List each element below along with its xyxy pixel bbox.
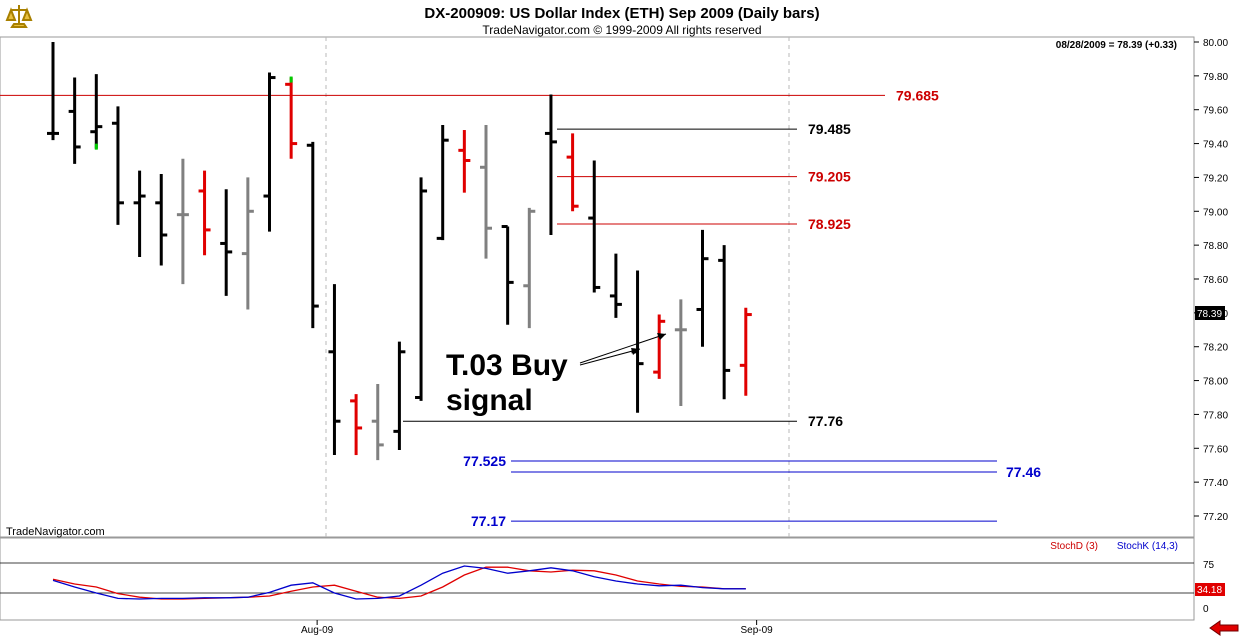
ohlc-bar: [133, 170, 146, 257]
annotation-arrow-2: [579, 348, 641, 366]
stoch-tick-75: 75: [1203, 560, 1215, 571]
ohlc-bar: [393, 341, 406, 450]
ohlc-bar: [241, 177, 254, 310]
ohlc-bar: [415, 177, 428, 401]
ohlc-bar: [47, 42, 59, 141]
ohlc-bar: [220, 189, 233, 296]
level-label: 77.17: [471, 513, 506, 529]
ohlc-bar: [653, 314, 666, 379]
last-value-readout: 08/28/2009 = 78.39 (+0.33): [1056, 40, 1177, 51]
price-tick-label: 78.80: [1203, 241, 1228, 252]
ohlc-bar: [68, 77, 81, 164]
price-tick-label: 79.80: [1203, 72, 1228, 83]
ohlc-bar: [436, 124, 449, 241]
ohlc-bar: [350, 394, 363, 456]
ohlc-bar: [306, 141, 319, 329]
price-tick-label: 78.00: [1203, 377, 1228, 388]
price-tick-label: 79.00: [1203, 207, 1228, 218]
price-tick-label: 77.40: [1203, 478, 1228, 489]
date-label: Sep-09: [741, 625, 774, 636]
watermark: TradeNavigator.com: [6, 526, 105, 538]
ohlc-bar: [155, 174, 168, 266]
stoch-reference-lines: [0, 562, 1194, 594]
ohlc-bar: [696, 229, 709, 347]
price-tick-label: 77.60: [1203, 444, 1228, 455]
price-bars: [47, 42, 752, 461]
ohlc-bar: [566, 133, 579, 212]
date-label: Aug-09: [301, 625, 334, 636]
chart-subtitle: TradeNavigator.com © 1999-2009 All right…: [482, 23, 761, 37]
price-tick-label: 77.80: [1203, 410, 1228, 421]
chart-title: DX-200909: US Dollar Index (ETH) Sep 200…: [424, 5, 819, 22]
level-label: 77.76: [808, 413, 843, 429]
title-bar: [0, 0, 1245, 37]
price-tick-label: 79.60: [1203, 106, 1228, 117]
stoch-panel-frame: [0, 537, 1195, 621]
ohlc-bar: [198, 170, 211, 256]
ohlc-bar: [609, 253, 622, 318]
price-tick-label: 80.00: [1203, 38, 1228, 49]
stoch-tick-0: 0: [1203, 604, 1209, 615]
stoch-line: [52, 565, 746, 600]
ohlc-bar: [588, 160, 601, 293]
price-tick-label: 77.20: [1203, 512, 1228, 523]
ohlc-bar: [501, 225, 514, 325]
stoch-k-legend: StochK (14,3): [1117, 541, 1178, 552]
price-axis: 80.00 79.80 79.60 79.40 79.20 79.00 78.80 78.60…: [1194, 38, 1228, 523]
last-price-tag: 78.39: [1195, 306, 1225, 320]
stoch-d-legend: StochD (3): [1050, 541, 1098, 552]
level-label: 79.685: [896, 87, 939, 103]
level-label: 78.925: [808, 216, 851, 232]
annotation-line-1: T.03 Buy: [446, 349, 568, 382]
stoch-last-text: 34.18: [1197, 585, 1222, 596]
ohlc-bar: [285, 76, 298, 159]
price-tick-label: 79.40: [1203, 140, 1228, 151]
level-label: 79.205: [808, 169, 851, 185]
ohlc-bar: [739, 307, 752, 396]
ohlc-bar: [631, 270, 644, 413]
ohlc-bar: [371, 383, 384, 461]
stoch-series: [52, 565, 746, 600]
ohlc-bar: [111, 106, 124, 225]
back-arrow-icon[interactable]: [1207, 620, 1241, 637]
ohlc-bar: [458, 130, 471, 193]
annotation-arrowhead-2: [631, 348, 640, 355]
ohlc-bar: [328, 284, 341, 456]
ohlc-bar: [523, 207, 536, 329]
buy-signal-annotation: T.03 Buy signal: [446, 333, 667, 417]
level-label: 77.525: [463, 453, 506, 469]
price-tick-label: 78.20: [1203, 343, 1228, 354]
annotation-arrowhead-1: [657, 333, 666, 340]
price-tick-label: 78.60: [1203, 275, 1228, 286]
annotation-line-2: signal: [446, 384, 533, 417]
ohlc-bar: [263, 72, 276, 232]
ohlc-bar: [90, 74, 103, 150]
date-axis: Aug-09 Sep-09: [301, 620, 773, 636]
level-label: 77.46: [1006, 464, 1041, 480]
trade-navigator-logo-icon[interactable]: [2, 2, 36, 34]
price-levels: 79.685 79.485 79.205 78.925 77.76 77.525 77.46…: [0, 87, 1041, 529]
ohlc-bar: [674, 299, 687, 406]
stoch-last-tag: 34.18: [1195, 583, 1225, 596]
ohlc-bar: [544, 94, 557, 235]
last-price-text: 78.39: [1197, 309, 1222, 320]
level-label: 79.485: [808, 121, 851, 137]
annotation-arrow-1: [579, 333, 667, 364]
ohlc-bar: [480, 124, 492, 259]
price-tick-label: 79.20: [1203, 173, 1228, 184]
ohlc-bar: [176, 158, 189, 285]
ohlc-bar: [718, 245, 731, 400]
